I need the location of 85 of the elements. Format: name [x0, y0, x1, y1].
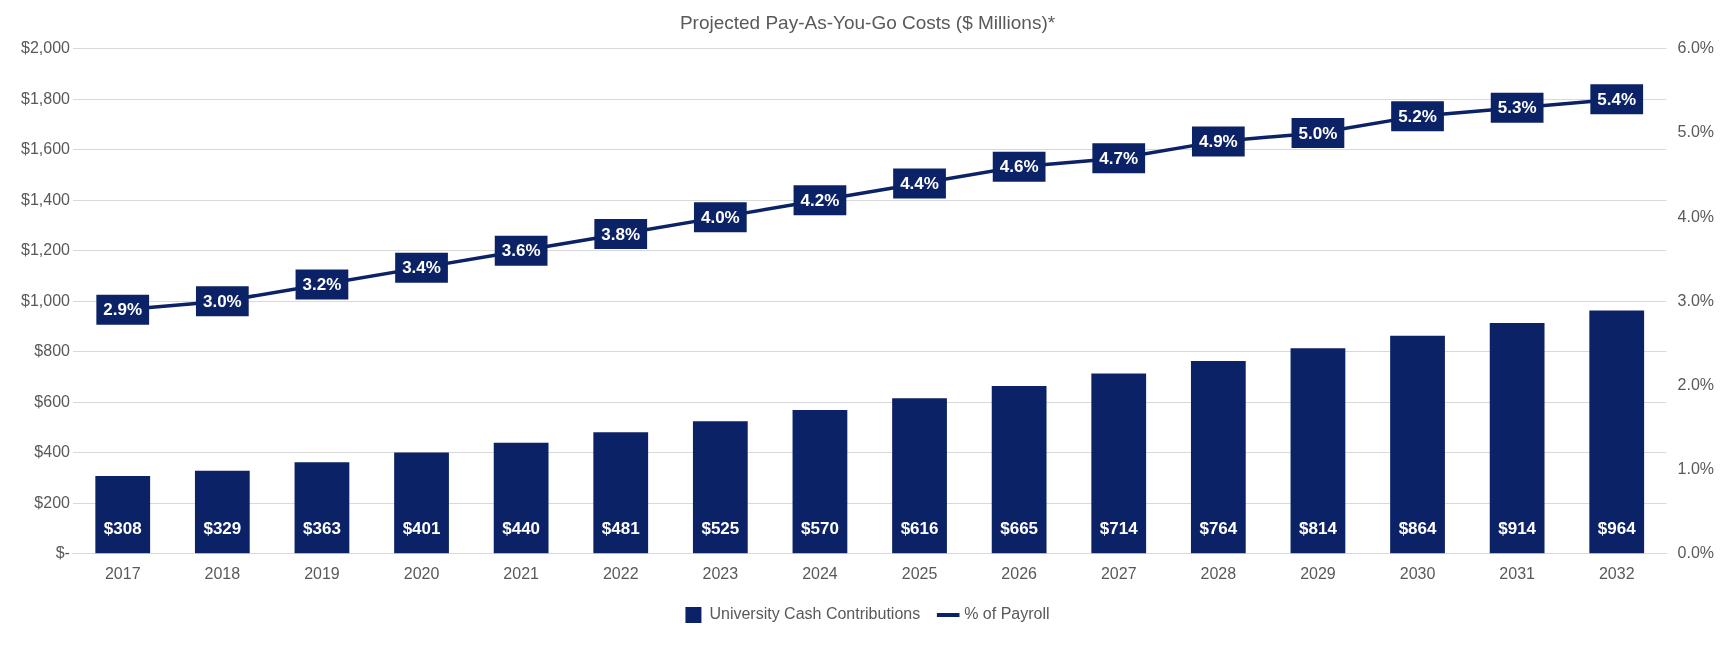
bar	[1589, 310, 1645, 554]
legend-label: University Cash Contributions	[709, 605, 921, 623]
bar	[294, 462, 350, 554]
y2-tick-label: 6.0%	[1677, 39, 1714, 57]
data-label: $308	[103, 518, 142, 538]
data-label: 5.3%	[1497, 98, 1537, 118]
data-label: $964	[1597, 518, 1637, 538]
bar	[194, 470, 250, 554]
y-tick-label: $-	[55, 544, 70, 562]
bar	[95, 476, 151, 554]
data-label: 4.6%	[999, 157, 1039, 177]
bar	[1390, 335, 1445, 554]
bar	[394, 452, 449, 554]
x-tick-label: 2026	[1001, 564, 1038, 582]
data-label: 4.9%	[1198, 132, 1238, 152]
bar	[1091, 373, 1147, 554]
x-tick-label: 2024	[802, 564, 838, 582]
data-label: 3.6%	[501, 241, 541, 261]
x-tick-label: 2020	[403, 564, 440, 582]
data-label: 5.4%	[1597, 89, 1637, 109]
data-label: 4.0%	[700, 207, 740, 227]
x-tick-label: 2029	[1300, 564, 1336, 582]
x-tick-label: 2031	[1499, 564, 1536, 582]
y2-tick-label: 2.0%	[1677, 375, 1714, 393]
x-tick-label: 2018	[204, 564, 241, 582]
data-label: 4.2%	[800, 190, 840, 210]
y-tick-label: $1,600	[21, 140, 71, 158]
bar	[892, 398, 947, 554]
y-tick-label: $600	[34, 392, 71, 410]
bar	[1489, 323, 1545, 554]
data-label: $363	[303, 518, 341, 538]
bar	[991, 385, 1047, 554]
y-tick-label: $1,200	[21, 241, 71, 259]
data-label: $714	[1099, 518, 1139, 538]
bar	[792, 409, 848, 554]
data-label: $525	[701, 518, 740, 538]
x-tick-label: 2023	[702, 564, 739, 582]
x-tick-label: 2019	[304, 564, 340, 582]
y2-tick-label: 5.0%	[1677, 123, 1714, 141]
data-label: 4.7%	[1099, 148, 1139, 168]
y2-tick-label: 0.0%	[1677, 544, 1714, 562]
x-tick-label: 2021	[503, 564, 540, 582]
data-label: $914	[1498, 518, 1537, 538]
data-label: $665	[1000, 518, 1039, 538]
x-tick-label: 2017	[104, 564, 141, 582]
bar	[1190, 360, 1246, 554]
bar	[1290, 348, 1346, 554]
data-label: $329	[203, 518, 242, 538]
x-tick-label: 2027	[1100, 564, 1137, 582]
data-label: $570	[801, 518, 839, 538]
x-tick-label: 2032	[1598, 564, 1635, 582]
data-label: $401	[402, 518, 441, 538]
y-tick-label: $1,800	[21, 89, 71, 107]
data-label: 3.2%	[302, 275, 342, 295]
y-tick-label: $1,400	[21, 190, 71, 208]
data-label: 4.4%	[900, 174, 939, 194]
data-label: 3.8%	[601, 224, 641, 244]
y-tick-label: $1,000	[21, 291, 71, 309]
data-label: 5.2%	[1398, 106, 1437, 126]
y2-tick-label: 4.0%	[1677, 207, 1714, 225]
legend-label: % of Payroll	[964, 605, 1050, 623]
data-label: 2.9%	[103, 300, 143, 320]
x-tick-label: 2022	[602, 564, 639, 582]
y-tick-label: $800	[34, 342, 71, 360]
y2-tick-label: 3.0%	[1677, 291, 1714, 309]
data-label: $814	[1299, 518, 1338, 538]
x-tick-label: 2025	[901, 564, 938, 582]
data-label: 3.0%	[202, 291, 242, 311]
bar	[593, 432, 649, 554]
y2-tick-label: 1.0%	[1677, 460, 1714, 478]
y-tick-label: $400	[34, 443, 71, 461]
data-label: $764	[1199, 518, 1238, 538]
data-label: $440	[502, 518, 541, 538]
data-label: $616	[900, 518, 939, 538]
data-label: $864	[1398, 518, 1437, 538]
data-label: 5.0%	[1298, 123, 1338, 143]
data-label: $481	[601, 518, 640, 538]
y-tick-label: $2,000	[21, 39, 71, 57]
bar	[493, 442, 549, 554]
data-label: 3.4%	[402, 258, 441, 278]
x-tick-label: 2030	[1399, 564, 1436, 582]
chart-title: Projected Pay-As-You-Go Costs ($ Millions)*	[679, 11, 1056, 33]
y-tick-label: $200	[34, 493, 71, 511]
x-tick-label: 2028	[1200, 564, 1237, 582]
bar	[692, 421, 748, 554]
